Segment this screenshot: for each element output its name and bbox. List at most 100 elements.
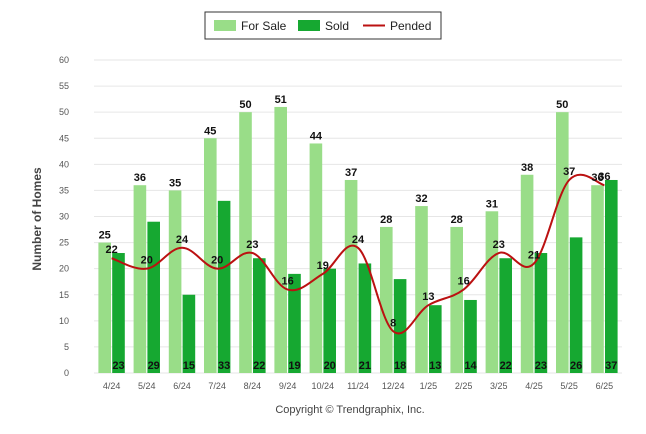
label-for-sale-6/25: 36 <box>591 172 603 184</box>
label-pended-10/24: 19 <box>317 260 329 272</box>
label-for-sale-8/24: 50 <box>239 99 251 111</box>
y-axis-label: Number of Homes <box>30 167 44 271</box>
bar-sold-10/24 <box>323 268 336 373</box>
label-sold-10/24: 20 <box>324 360 336 372</box>
y-tick-25: 25 <box>59 238 69 248</box>
label-sold-5/24: 29 <box>148 360 160 372</box>
y-tick-60: 60 <box>59 55 69 65</box>
label-pended-6/25: 36 <box>598 171 610 183</box>
bar-sold-11/24 <box>358 263 372 373</box>
label-pended-7/24: 20 <box>211 255 223 267</box>
label-for-sale-11/24: 37 <box>345 167 357 179</box>
label-pended-12/24: 8 <box>390 317 396 329</box>
y-tick-50: 50 <box>59 107 69 117</box>
legend-box <box>204 11 442 40</box>
legend-swatch-for-sale <box>214 20 236 31</box>
y-tick-10: 10 <box>59 316 69 326</box>
y-tick-30: 30 <box>59 212 69 222</box>
label-sold-4/25: 23 <box>535 360 547 372</box>
x-axis-ticks: 4/24 5/24 6/24 7/24 8/24 9/24 10/24 11/24 12/24 1… <box>103 381 613 391</box>
bar-for-sale-6/25 <box>591 185 604 373</box>
bar-sold-1/25 <box>429 305 442 373</box>
x-tick-1/25: 1/25 <box>420 381 438 391</box>
x-tick-6/24: 6/24 <box>173 381 191 391</box>
pended-line <box>111 173 605 335</box>
bar-for-sale-4/24 <box>98 242 111 373</box>
pended-line-path <box>111 173 605 335</box>
bar-sold-5/25 <box>569 237 583 373</box>
y-tick-40: 40 <box>59 159 69 169</box>
label-for-sale-4/24: 25 <box>99 230 111 242</box>
label-for-sale-9/24: 51 <box>275 94 287 106</box>
y-axis-ticks: 0 5 10 15 20 25 30 35 40 45 50 55 60 <box>59 55 69 378</box>
bar-for-sale-2/25 <box>450 226 463 373</box>
label-pended-1/25: 13 <box>422 291 434 303</box>
label-pended-9/24: 16 <box>281 276 293 288</box>
bar-sold-9/24 <box>288 273 301 373</box>
label-pended-3/25: 23 <box>493 239 505 251</box>
data-labels: 25 23 36 29 35 15 45 33 50 22 51 19 44 20 37 21 28 18 32 13… <box>99 94 618 372</box>
bar-for-sale-5/25 <box>556 112 569 374</box>
label-for-sale-12/24: 28 <box>380 214 392 226</box>
y-tick-55: 55 <box>59 81 69 91</box>
label-pended-8/24: 23 <box>246 239 258 251</box>
label-pended-2/25: 16 <box>457 276 469 288</box>
bar-sold-6/25 <box>605 179 618 373</box>
x-tick-2/25: 2/25 <box>455 381 473 391</box>
legend-label-pended: Pended <box>390 19 431 33</box>
x-tick-4/24: 4/24 <box>103 381 121 391</box>
bar-for-sale-7/24 <box>204 138 217 373</box>
label-sold-12/24: 18 <box>394 360 406 372</box>
bar-sold-3/25 <box>499 258 512 373</box>
label-sold-6/25: 37 <box>605 360 617 372</box>
label-pended-5/24: 20 <box>141 255 153 267</box>
bar-sold-12/24 <box>393 279 407 373</box>
label-sold-3/25: 22 <box>500 360 512 372</box>
label-sold-6/24: 15 <box>183 360 195 372</box>
bar-for-sale-1/25 <box>415 206 428 373</box>
bar-for-sale-9/24 <box>274 106 287 373</box>
label-pended-5/25: 37 <box>563 166 575 178</box>
legend-label-for-sale: For Sale <box>241 19 287 33</box>
label-for-sale-6/24: 35 <box>169 177 181 189</box>
legend-swatch-sold <box>298 20 320 31</box>
bar-sold-7/24 <box>217 200 231 373</box>
bar-sold-8/24 <box>253 258 266 373</box>
label-pended-11/24: 24 <box>352 234 365 246</box>
label-for-sale-2/25: 28 <box>451 214 463 226</box>
bar-for-sale-3/25 <box>485 211 499 373</box>
y-tick-5: 5 <box>64 342 69 352</box>
x-tick-10/24: 10/24 <box>312 381 335 391</box>
x-tick-7/24: 7/24 <box>208 381 226 391</box>
x-tick-5/24: 5/24 <box>138 381 156 391</box>
y-tick-0: 0 <box>64 368 69 378</box>
bar-for-sale-5/24 <box>133 185 147 373</box>
bar-for-sale-11/24 <box>344 179 358 373</box>
x-tick-11/24: 11/24 <box>347 381 369 391</box>
y-tick-35: 35 <box>59 185 69 195</box>
x-tick-4/25: 4/25 <box>525 381 543 391</box>
label-sold-11/24: 21 <box>359 360 371 372</box>
x-tick-8/24: 8/24 <box>244 381 262 391</box>
label-pended-4/25: 21 <box>528 249 540 261</box>
label-for-sale-3/25: 31 <box>486 198 498 210</box>
label-pended-4/24: 22 <box>105 244 117 256</box>
gridlines <box>94 59 622 374</box>
label-for-sale-5/24: 36 <box>134 172 146 184</box>
label-for-sale-10/24: 44 <box>310 130 323 142</box>
label-for-sale-1/25: 32 <box>415 193 427 205</box>
bar-sold-6/24 <box>182 294 196 373</box>
label-pended-6/24: 24 <box>176 234 189 246</box>
label-for-sale-4/25: 38 <box>521 162 533 174</box>
bar-for-sale-6/24 <box>168 190 182 373</box>
y-tick-45: 45 <box>59 133 69 143</box>
y-tick-20: 20 <box>59 264 69 274</box>
copyright-text: Copyright © Trendgraphix, Inc. <box>275 404 424 416</box>
x-tick-12/24: 12/24 <box>382 381 405 391</box>
legend-label-sold: Sold <box>325 19 349 33</box>
label-sold-1/25: 13 <box>429 360 441 372</box>
bar-sold-2/25 <box>464 299 477 373</box>
label-for-sale-5/25: 50 <box>556 99 568 111</box>
bar-for-sale-8/24 <box>239 112 252 374</box>
